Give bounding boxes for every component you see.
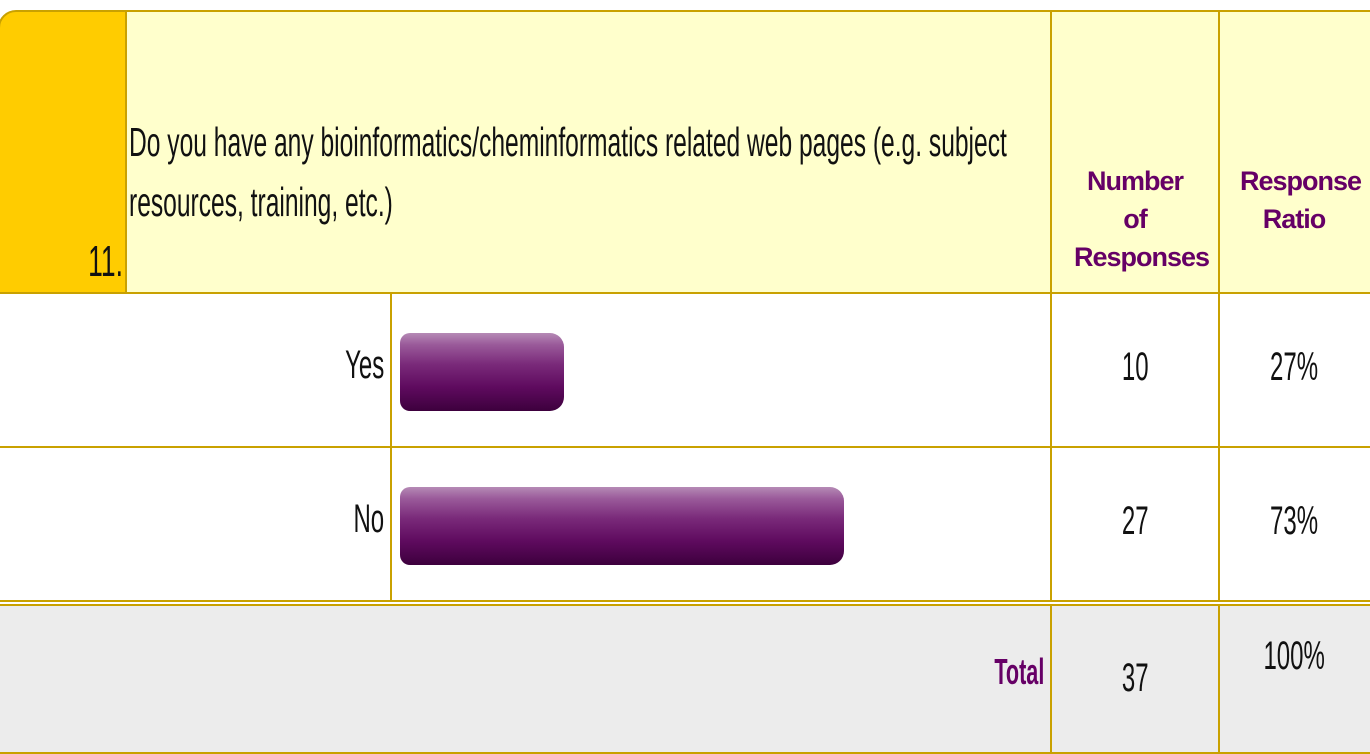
question-number: 11. bbox=[88, 237, 123, 286]
ratio-header: Response Ratio bbox=[1240, 166, 1362, 234]
row-label: Yes bbox=[344, 343, 384, 387]
row-ratio: 73% bbox=[1269, 499, 1319, 543]
question-text: Do you have any bioinformatics/cheminfor… bbox=[129, 119, 1007, 225]
ratio-wrap: 27% bbox=[1220, 345, 1370, 390]
ratio-cell: 27% bbox=[1218, 292, 1370, 448]
total-count-cell: 37 bbox=[1050, 604, 1220, 754]
label-cell: No bbox=[0, 446, 392, 602]
bar-cell bbox=[390, 446, 1052, 602]
count-cell: 27 bbox=[1050, 446, 1220, 602]
count-cell: 10 bbox=[1050, 292, 1220, 448]
label-cell: Yes bbox=[0, 292, 392, 448]
row-count: 27 bbox=[1121, 499, 1149, 543]
ratio-wrap: 73% bbox=[1220, 499, 1370, 544]
ratio-cell: 73% bbox=[1218, 446, 1370, 602]
ratio-header-cell: Response Ratio bbox=[1218, 10, 1370, 294]
total-label-wrap: Total bbox=[961, 651, 1044, 693]
total-count-wrap: 37 bbox=[1052, 656, 1218, 701]
count-wrap: 10 bbox=[1052, 345, 1218, 390]
label-wrap: Yes bbox=[319, 343, 384, 388]
total-ratio-cell: 100% bbox=[1218, 604, 1370, 754]
count-header: Number of Responses bbox=[1074, 166, 1210, 272]
total-label: Total bbox=[994, 651, 1044, 692]
total-ratio-wrap: 100% bbox=[1220, 634, 1370, 679]
row-ratio: 27% bbox=[1269, 345, 1319, 389]
total-count: 37 bbox=[1121, 656, 1149, 700]
row-label: No bbox=[353, 497, 384, 541]
label-wrap: No bbox=[333, 497, 384, 542]
bar bbox=[400, 487, 844, 565]
count-wrap: 27 bbox=[1052, 499, 1218, 544]
total-ratio: 100% bbox=[1263, 634, 1325, 678]
count-header-cell: Number of Responses bbox=[1050, 10, 1220, 294]
row-count: 10 bbox=[1121, 345, 1149, 389]
question-number-cell: 11. bbox=[0, 10, 127, 294]
bar bbox=[400, 333, 565, 411]
question-number-wrap: 11. bbox=[65, 237, 123, 287]
bar-cell bbox=[390, 292, 1052, 448]
total-label-cell: Total bbox=[0, 604, 1052, 754]
question-cell: Do you have any bioinformatics/cheminfor… bbox=[125, 10, 1052, 294]
